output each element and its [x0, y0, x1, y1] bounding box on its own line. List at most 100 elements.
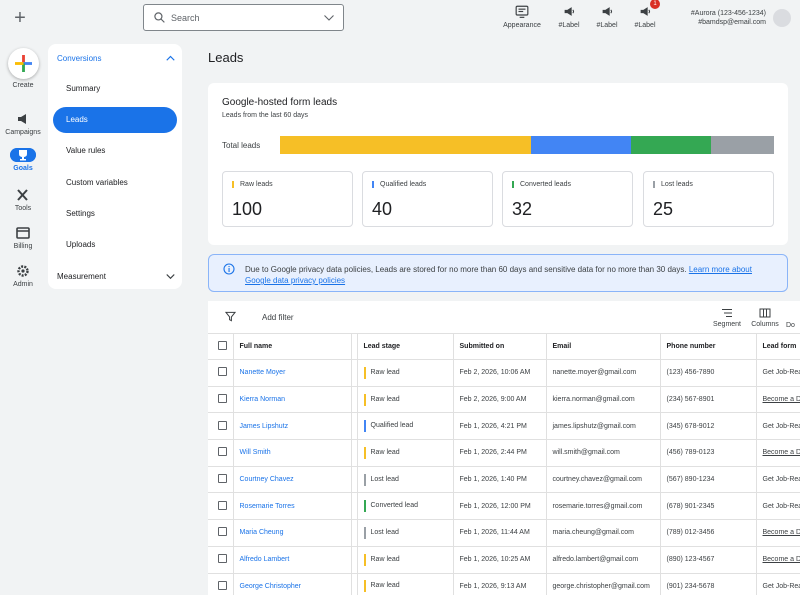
plus-icon[interactable]: +: [14, 7, 26, 29]
lead-form-cell: Get Job-Rea: [755, 573, 800, 595]
submitted-on-cell: Feb 2, 2026, 10:06 AM: [452, 359, 546, 387]
lead-stage[interactable]: Lost lead: [363, 473, 399, 486]
top-bar: + Search Appearance #Label #Label 1 #Lab…: [0, 0, 800, 40]
bar-segment-converted-leads: [631, 136, 712, 154]
submitted-on-cell: Feb 1, 2026, 4:21 PM: [452, 412, 546, 441]
row-checkbox[interactable]: [218, 447, 227, 457]
table-row[interactable]: James Lipshutz Qualified lead Feb 1, 2026,…: [208, 412, 800, 441]
row-checkbox[interactable]: [218, 474, 227, 484]
lead-name-link[interactable]: George Christopher: [232, 573, 351, 595]
column-header-email[interactable]: Email: [545, 333, 660, 360]
lead-name-link[interactable]: Alfredo Lambert: [232, 546, 351, 574]
filter-icon[interactable]: [225, 311, 236, 322]
lead-name-link[interactable]: Maria Cheung: [232, 519, 351, 547]
table-row[interactable]: Maria Cheung Lost lead Feb 1, 2026, 11:44 …: [208, 519, 800, 547]
table-row[interactable]: Kierra Norman Raw lead Feb 2, 2026, 9:00 A…: [208, 386, 800, 414]
row-checkbox[interactable]: [218, 394, 227, 404]
nav-item-summary[interactable]: Summary: [66, 84, 101, 93]
lead-name-link[interactable]: Will Smith: [232, 439, 351, 467]
table-row[interactable]: George Christopher Raw lead Feb 1, 2026, 9…: [208, 573, 800, 595]
column-resize-handle[interactable]: [350, 333, 357, 360]
lead-stage[interactable]: Raw lead: [363, 366, 400, 379]
phone-cell: (789) 012-3456: [659, 519, 756, 547]
row-checkbox[interactable]: [218, 580, 227, 590]
lead-name-link[interactable]: Courtney Chavez: [232, 466, 351, 494]
column-header-full-name[interactable]: Full name: [232, 333, 351, 360]
column-header-lead-stage[interactable]: Lead stage: [356, 333, 453, 360]
nav-section-measurement[interactable]: Measurement: [57, 272, 175, 281]
chevron-down-icon[interactable]: [323, 13, 335, 23]
info-icon: [223, 263, 235, 275]
nav-item-custom-variables[interactable]: Custom variables: [66, 178, 128, 187]
submitted-on-cell: Feb 1, 2026, 2:44 PM: [452, 439, 546, 467]
create-button[interactable]: [8, 48, 39, 79]
row-select-cell: [208, 386, 233, 414]
rail-item-admin[interactable]: Admin: [0, 264, 46, 288]
row-checkbox[interactable]: [218, 367, 227, 377]
nav-item-value-rules[interactable]: Value rules: [66, 146, 106, 155]
account-info[interactable]: #Aurora (123-456-1234) #bamdsp@email.com: [691, 9, 766, 27]
lead-name-link[interactable]: Rosemarie Torres: [232, 492, 351, 521]
columns-icon: [759, 308, 771, 318]
download-button[interactable]: Do: [786, 322, 800, 329]
lead-stage[interactable]: Raw lead: [363, 553, 400, 566]
phone-cell: (234) 567-8901: [659, 386, 756, 414]
rail-item-campaigns[interactable]: Campaigns: [0, 112, 46, 136]
privacy-policy-link[interactable]: Learn more about Google data privacy pol…: [245, 265, 752, 285]
lead-name-link[interactable]: Kierra Norman: [232, 386, 351, 414]
table-row[interactable]: Rosemarie Torres Converted lead Feb 1, 202…: [208, 492, 800, 521]
lead-stage[interactable]: Raw lead: [363, 393, 400, 406]
appearance-button[interactable]: Appearance: [502, 5, 542, 29]
row-checkbox[interactable]: [218, 420, 227, 430]
segment-label: Segment: [712, 321, 742, 328]
appearance-label: Appearance: [503, 22, 541, 29]
label-button-3[interactable]: 1 #Label: [631, 0, 660, 29]
lead-name-link[interactable]: James Lipshutz: [232, 412, 351, 441]
privacy-notice: Due to Google privacy data policies, Lea…: [208, 254, 788, 292]
avatar[interactable]: [773, 9, 791, 27]
lead-form-cell: Become a D: [755, 546, 800, 574]
lead-stage[interactable]: Raw lead: [363, 580, 400, 593]
lead-stage[interactable]: Qualified lead: [363, 420, 413, 433]
lead-stage[interactable]: Lost lead: [363, 526, 399, 539]
nav-item-leads[interactable]: Leads: [53, 107, 177, 133]
notification-badge: 1: [650, 0, 660, 9]
select-all-checkbox[interactable]: [218, 341, 227, 350]
search-box[interactable]: Search: [143, 4, 344, 31]
row-select-cell: [208, 573, 233, 595]
rail-item-goals[interactable]: Goals: [0, 148, 46, 172]
megaphone-icon: [18, 114, 26, 124]
segment-button[interactable]: Segment: [710, 308, 744, 328]
lead-name-link[interactable]: Nanette Moyer: [232, 359, 351, 387]
nav-section-label: Conversions: [57, 54, 102, 63]
columns-button[interactable]: Columns: [748, 308, 782, 328]
nav-section-conversions[interactable]: Conversions: [57, 54, 175, 63]
chevron-up-icon: [166, 55, 175, 61]
lead-form-cell: Become a D: [755, 519, 800, 547]
table-row[interactable]: Courtney Chavez Lost lead Feb 1, 2026, 1:4…: [208, 466, 800, 494]
tools-icon: [17, 189, 28, 201]
row-select-cell: [208, 439, 233, 467]
total-leads-label: Total leads: [222, 141, 261, 150]
column-header-phone[interactable]: Phone number: [659, 333, 756, 360]
table-row[interactable]: Will Smith Raw lead Feb 1, 2026, 2:44 PM wi…: [208, 439, 800, 467]
table-row[interactable]: Nanette Moyer Raw lead Feb 2, 2026, 10:06 …: [208, 359, 800, 387]
table-row[interactable]: Alfredo Lambert Raw lead Feb 1, 2026, 10:2…: [208, 546, 800, 574]
label-button-2[interactable]: #Label: [593, 5, 621, 29]
add-filter-button[interactable]: Add filter: [262, 313, 294, 322]
row-checkbox[interactable]: [218, 554, 227, 564]
rail-item-tools[interactable]: Tools: [0, 188, 46, 212]
nav-item-uploads[interactable]: Uploads: [66, 240, 96, 249]
column-header-submitted-on[interactable]: Submitted on: [452, 333, 546, 360]
nav-item-settings[interactable]: Settings: [66, 209, 95, 218]
row-select-cell: [208, 412, 233, 441]
column-header-lead-form[interactable]: Lead form: [755, 333, 800, 360]
label-button-1[interactable]: #Label: [555, 5, 583, 29]
email-cell: nanette.moyer@gmail.com: [545, 359, 660, 387]
row-checkbox[interactable]: [218, 527, 227, 537]
lead-stage[interactable]: Converted lead: [363, 500, 418, 513]
row-checkbox[interactable]: [218, 500, 227, 510]
lead-stage[interactable]: Raw lead: [363, 446, 400, 459]
spacer-cell: [350, 412, 357, 441]
rail-item-billing[interactable]: Billing: [0, 226, 46, 250]
